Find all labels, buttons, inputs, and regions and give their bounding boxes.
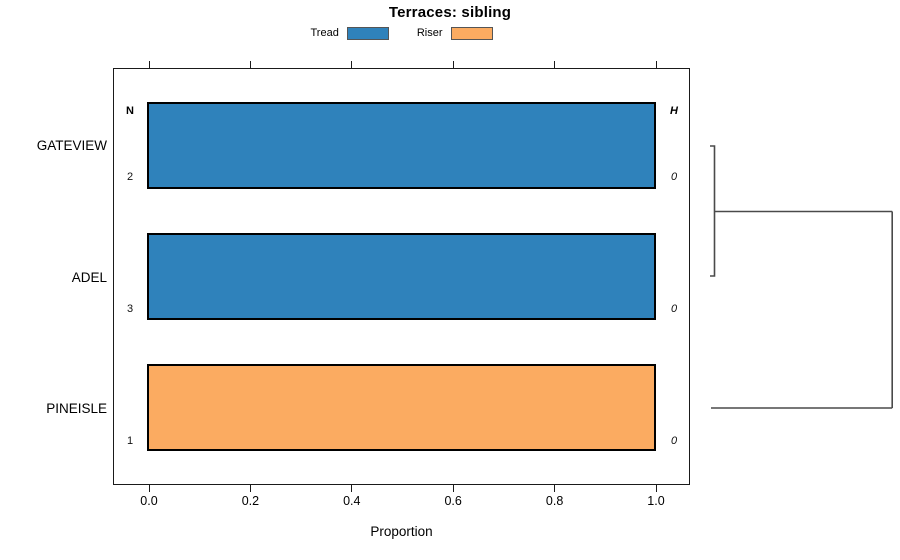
x-tick-top xyxy=(452,61,454,68)
x-tick-bottom xyxy=(554,485,556,492)
legend-label-tread: Tread xyxy=(310,27,339,39)
bar-gateview xyxy=(147,102,656,189)
dendrogram-lines xyxy=(710,145,893,409)
x-tick-top xyxy=(554,61,556,68)
bar-adel xyxy=(147,233,656,320)
h-value-pineisle: 0 xyxy=(670,435,678,447)
x-tick-top xyxy=(148,61,150,68)
x-tick-bottom xyxy=(148,485,150,492)
x-tick-top xyxy=(351,61,353,68)
x-tick-bottom xyxy=(249,485,251,492)
x-tick-label: 0.0 xyxy=(140,494,158,508)
y-label-adel: ADEL xyxy=(71,270,107,285)
legend-swatch-riser xyxy=(450,26,493,40)
bar-pineisle xyxy=(147,364,656,451)
legend: Tread Riser xyxy=(113,25,690,41)
legend-swatch-tread xyxy=(346,26,389,40)
x-tick-bottom xyxy=(452,485,454,492)
n-value-gateview: 2 xyxy=(126,171,134,183)
x-tick-label: 0.8 xyxy=(545,494,564,508)
h-value-gateview: 0 xyxy=(670,171,678,183)
y-label-gateview: GATEVIEW xyxy=(36,138,107,153)
h-value-adel: 0 xyxy=(670,303,678,315)
x-axis-title: Proportion xyxy=(370,524,433,539)
col-header-h: H xyxy=(670,105,678,117)
n-value-pineisle: 1 xyxy=(126,435,134,447)
y-label-pineisle: PINEISLE xyxy=(46,401,107,416)
x-tick-top xyxy=(249,61,251,68)
chart-title: Terraces: sibling xyxy=(388,4,512,21)
x-tick-label: 0.4 xyxy=(343,494,361,508)
x-tick-top xyxy=(655,61,657,68)
x-tick-label: 1.0 xyxy=(647,494,665,508)
col-header-n: N xyxy=(126,105,134,117)
legend-item-tread: Tread xyxy=(310,26,389,40)
x-tick-bottom xyxy=(351,485,353,492)
x-tick-bottom xyxy=(655,485,657,492)
x-tick-label: 0.6 xyxy=(444,494,462,508)
x-tick-label: 0.2 xyxy=(241,494,260,508)
n-value-adel: 3 xyxy=(126,303,134,315)
legend-label-riser: Riser xyxy=(416,27,443,39)
legend-item-riser: Riser xyxy=(416,26,493,40)
